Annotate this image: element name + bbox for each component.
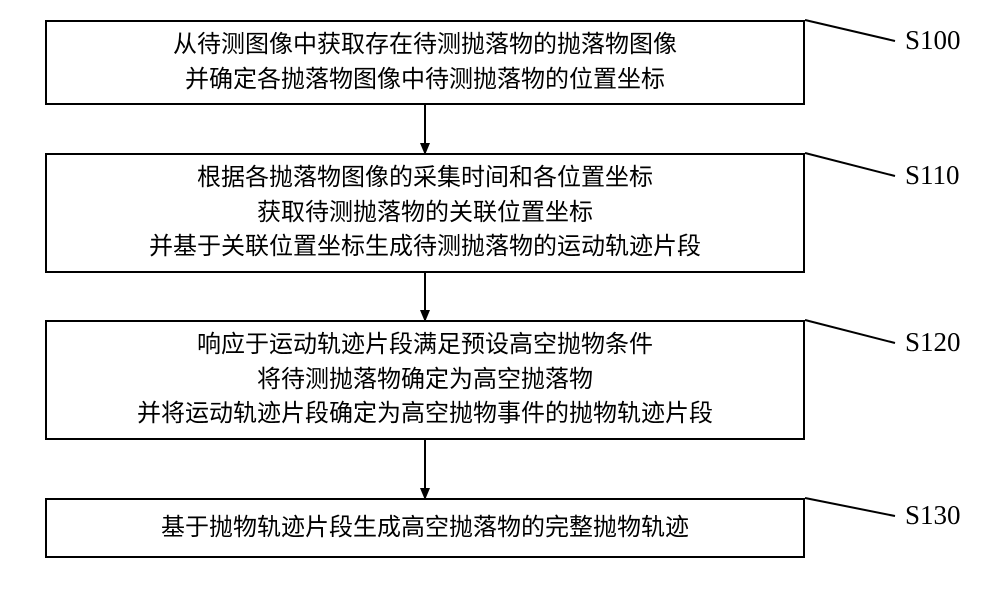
node-line: 从待测图像中获取存在待测抛落物的抛落物图像 (173, 28, 677, 63)
node-line: 基于抛物轨迹片段生成高空抛落物的完整抛物轨迹 (161, 511, 689, 546)
label-leader-0 (805, 20, 895, 41)
node-line: 并确定各抛落物图像中待测抛落物的位置坐标 (185, 63, 665, 98)
flow-node-s100: 从待测图像中获取存在待测抛落物的抛落物图像并确定各抛落物图像中待测抛落物的位置坐… (45, 20, 805, 105)
flow-node-s130: 基于抛物轨迹片段生成高空抛落物的完整抛物轨迹 (45, 498, 805, 558)
label-leader-1 (805, 153, 895, 176)
node-line: 将待测抛落物确定为高空抛落物 (257, 363, 593, 398)
flow-node-s120: 响应于运动轨迹片段满足预设高空抛物条件将待测抛落物确定为高空抛落物并将运动轨迹片… (45, 320, 805, 440)
flow-node-s110: 根据各抛落物图像的采集时间和各位置坐标获取待测抛落物的关联位置坐标并基于关联位置… (45, 153, 805, 273)
node-line: 获取待测抛落物的关联位置坐标 (257, 196, 593, 231)
step-label-s130: S130 (905, 500, 961, 531)
label-leader-2 (805, 320, 895, 343)
step-label-s100: S100 (905, 25, 961, 56)
flowchart-canvas: 从待测图像中获取存在待测抛落物的抛落物图像并确定各抛落物图像中待测抛落物的位置坐… (0, 0, 1000, 612)
node-line: 根据各抛落物图像的采集时间和各位置坐标 (197, 161, 653, 196)
node-line: 响应于运动轨迹片段满足预设高空抛物条件 (197, 328, 653, 363)
node-line: 并基于关联位置坐标生成待测抛落物的运动轨迹片段 (149, 230, 701, 265)
step-label-s120: S120 (905, 327, 961, 358)
step-label-s110: S110 (905, 160, 960, 191)
label-leader-3 (805, 498, 895, 516)
node-line: 并将运动轨迹片段确定为高空抛物事件的抛物轨迹片段 (137, 397, 713, 432)
